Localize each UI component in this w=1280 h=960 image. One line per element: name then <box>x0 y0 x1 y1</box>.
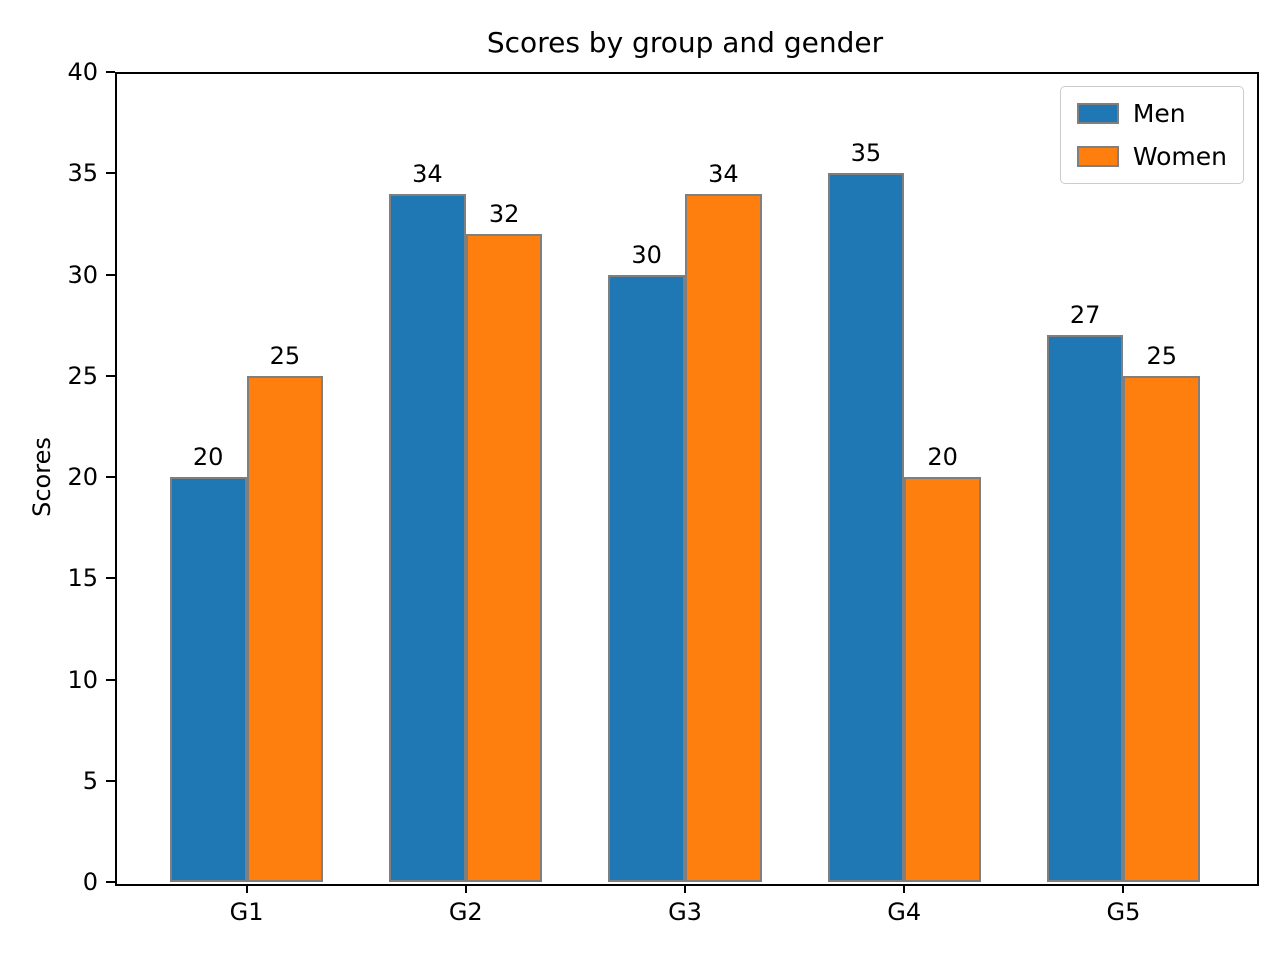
bar-men-g1 <box>169 477 247 882</box>
y-tick-mark <box>106 881 115 883</box>
bar-value-label: 25 <box>269 341 301 370</box>
bar-value-label: 20 <box>927 443 958 471</box>
y-tick-label: 20 <box>67 463 98 491</box>
x-tick-mark <box>245 884 248 893</box>
bar-men-g5 <box>1046 335 1124 882</box>
x-tick-label: G5 <box>1106 898 1141 926</box>
x-tick-label: G2 <box>448 898 483 926</box>
legend: Men Women <box>1059 86 1244 184</box>
bar-women-g3 <box>685 193 762 882</box>
y-tick-label: 35 <box>67 159 98 188</box>
y-tick-label: 30 <box>67 260 98 289</box>
y-tick-mark <box>106 476 115 478</box>
bar-women-g1 <box>246 375 324 882</box>
y-tick-label: 15 <box>67 564 98 593</box>
bar-value-label: 30 <box>631 240 662 269</box>
bar-value-label: 34 <box>412 159 443 188</box>
y-tick-mark <box>106 577 115 580</box>
x-tick-mark <box>684 884 686 893</box>
legend-item-women: Women <box>1076 142 1227 171</box>
y-tick-label: 0 <box>82 868 98 896</box>
bar-women-g4 <box>904 477 981 882</box>
chart-title: Scores by group and gender <box>486 26 884 59</box>
bar-value-label: 27 <box>1069 301 1101 330</box>
bar-men-g2 <box>389 193 466 882</box>
legend-swatch-women <box>1076 146 1119 167</box>
y-tick-label: 10 <box>67 665 98 694</box>
x-tick-mark <box>1122 884 1125 893</box>
bar-women-g2 <box>465 234 543 882</box>
y-tick-label: 25 <box>67 361 98 390</box>
bar-women-g5 <box>1123 375 1201 882</box>
y-tick-mark <box>106 678 115 681</box>
y-tick-mark <box>106 374 115 377</box>
bar-value-label: 25 <box>1146 341 1178 370</box>
legend-item-men: Men <box>1076 99 1227 128</box>
y-tick-mark <box>106 172 115 175</box>
legend-label-men: Men <box>1132 99 1186 128</box>
y-tick-label: 5 <box>82 766 98 795</box>
y-tick-mark <box>106 273 115 276</box>
x-tick-mark <box>464 884 467 893</box>
x-tick-label: G4 <box>887 898 922 926</box>
legend-swatch-men <box>1076 103 1119 124</box>
legend-label-women: Women <box>1132 142 1227 171</box>
bar-value-label: 20 <box>192 443 224 471</box>
bar-value-label: 35 <box>850 139 882 168</box>
y-tick-mark <box>106 779 115 782</box>
x-tick-mark <box>903 884 906 893</box>
x-tick-label: G1 <box>229 898 264 926</box>
bar-value-label: 34 <box>708 159 739 188</box>
bar-men-g3 <box>608 274 685 882</box>
bar-men-g4 <box>827 173 905 882</box>
x-tick-label: G3 <box>668 898 702 926</box>
y-tick-mark <box>106 71 115 73</box>
y-tick-label: 40 <box>67 58 98 86</box>
bar-value-label: 32 <box>488 200 520 228</box>
